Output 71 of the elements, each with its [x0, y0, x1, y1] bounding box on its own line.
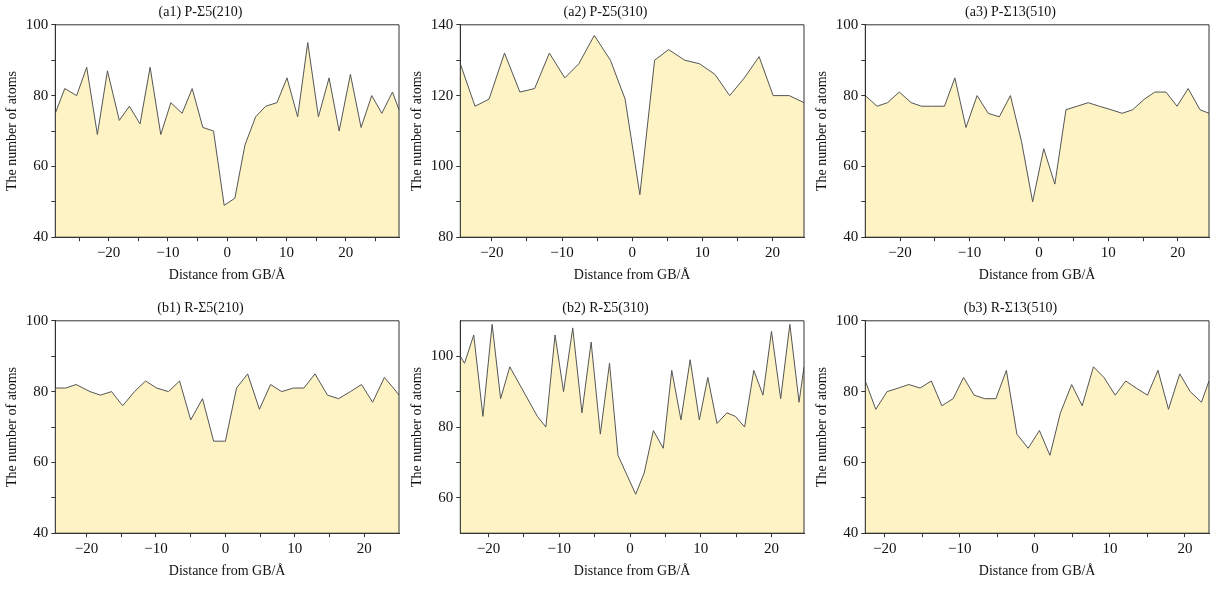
y-tick-label: 120 — [430, 86, 454, 103]
y-tick-label: 40 — [843, 524, 859, 541]
x-tick-label: −20 — [873, 540, 897, 557]
x-axis-title: Distance from GB/Å — [978, 563, 1097, 579]
x-tick-label: 20 — [1177, 540, 1193, 557]
x-tick-label: 0 — [1035, 244, 1043, 261]
y-tick-label: 80 — [33, 382, 49, 399]
y-tick-label: 60 — [33, 453, 49, 470]
x-tick-label: −20 — [480, 244, 504, 261]
chart-title: (a2) P-Σ5(310) — [563, 4, 648, 21]
y-tick-label: 100 — [835, 15, 859, 32]
y-tick-label: 60 — [33, 157, 49, 174]
y-tick-label: 140 — [430, 15, 454, 32]
x-tick-label: −10 — [550, 244, 574, 261]
y-tick-label: 100 — [25, 311, 49, 328]
y-tick-label: 40 — [33, 524, 49, 541]
y-tick-label: 80 — [438, 417, 454, 434]
x-tick-label: 20 — [356, 540, 372, 557]
x-tick-label: 10 — [694, 244, 710, 261]
x-tick-label: 20 — [764, 244, 780, 261]
y-tick-label: 60 — [843, 453, 859, 470]
x-axis-title: Distance from GB/Å — [573, 563, 692, 579]
x-tick-label: 10 — [1102, 540, 1118, 557]
x-axis-title: Distance from GB/Å — [978, 267, 1097, 283]
y-tick-label: 60 — [843, 157, 859, 174]
x-tick-label: −10 — [156, 244, 180, 261]
x-tick-label: −20 — [96, 244, 121, 261]
x-tick-label: −10 — [144, 540, 168, 557]
x-tick-label: 20 — [763, 540, 779, 557]
y-axis-title: The number of atoms — [4, 366, 20, 488]
y-axis-title: The number of atoms — [409, 70, 425, 192]
x-tick-label: −20 — [476, 540, 501, 557]
x-axis-title: Distance from GB/Å — [573, 267, 692, 283]
y-tick-label: 100 — [835, 311, 859, 328]
y-tick-label: 80 — [33, 86, 49, 103]
x-tick-label: −20 — [888, 244, 912, 261]
chart-title: (b1) R-Σ5(210) — [157, 300, 244, 317]
x-tick-label: 0 — [223, 244, 231, 261]
y-axis-title: The number of atoms — [409, 366, 425, 488]
x-axis-title: Distance from GB/Å — [168, 563, 287, 579]
x-tick-label: 0 — [221, 540, 230, 557]
chart-title: (b2) R-Σ5(310) — [562, 300, 649, 317]
x-tick-label: 10 — [287, 540, 303, 557]
x-tick-label: −10 — [547, 540, 572, 557]
x-tick-label: 0 — [1031, 540, 1039, 557]
y-tick-label: 80 — [843, 86, 859, 103]
x-tick-label: 20 — [1170, 244, 1186, 261]
x-tick-label: 10 — [278, 244, 294, 261]
y-tick-label: 100 — [430, 157, 454, 174]
chart-title: (a1) P-Σ5(210) — [158, 4, 243, 21]
chart-title: (a3) P-Σ13(510) — [965, 4, 1057, 21]
x-tick-label: 20 — [338, 244, 354, 261]
y-axis-title: The number of atoms — [814, 366, 830, 488]
y-tick-label: 100 — [430, 347, 454, 364]
y-axis-title: The number of atoms — [4, 70, 20, 192]
x-axis-title: Distance from GB/Å — [168, 267, 287, 283]
x-tick-label: 0 — [628, 244, 636, 261]
x-tick-label: 10 — [693, 540, 709, 557]
y-tick-label: 40 — [33, 228, 49, 245]
chart-title: (b3) R-Σ13(510) — [963, 300, 1058, 317]
y-tick-label: 80 — [438, 228, 454, 245]
y-axis-title: The number of atoms — [814, 70, 830, 192]
y-tick-label: 80 — [843, 382, 859, 399]
x-tick-label: 10 — [1100, 244, 1116, 261]
y-tick-label: 100 — [25, 15, 49, 32]
x-tick-label: −20 — [74, 540, 99, 557]
x-tick-label: 0 — [626, 540, 634, 557]
y-tick-label: 60 — [438, 488, 454, 505]
y-tick-label: 40 — [843, 228, 859, 245]
x-tick-label: −10 — [948, 540, 972, 557]
x-tick-label: −10 — [957, 244, 982, 261]
